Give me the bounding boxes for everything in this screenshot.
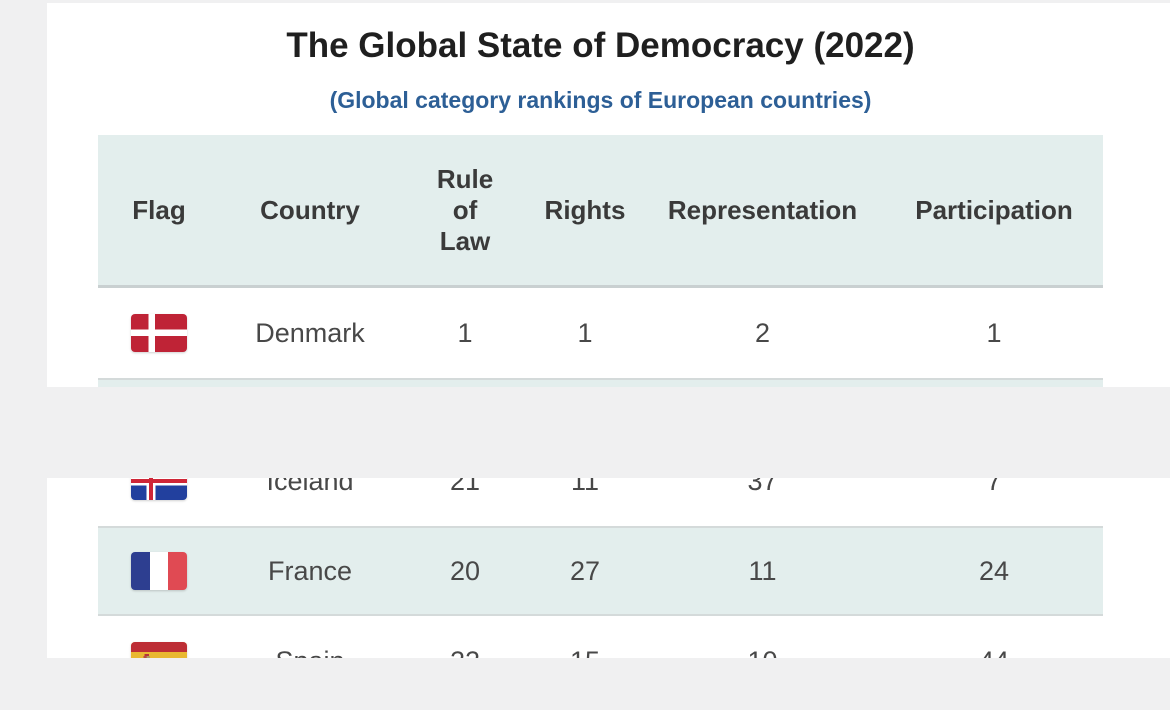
cropped-row-strip — [98, 380, 1103, 387]
rights-cell: 1 — [577, 317, 593, 348]
rights-cell: 15 — [530, 646, 640, 659]
column-header-rights: Rights — [544, 194, 626, 225]
participation-cell: 1 — [986, 317, 1002, 348]
row-divider — [98, 526, 1103, 528]
row-divider — [98, 614, 1103, 616]
row-divider — [98, 378, 1103, 380]
participation-cell: 7 — [986, 478, 1002, 496]
table-card-bottom: Iceland 21 11 37 7 — [47, 478, 1170, 658]
table-row-france: France 20 27 11 24 — [98, 528, 1103, 614]
france-flag-icon — [131, 552, 187, 590]
column-header-participation: Participation — [915, 194, 1073, 225]
rights-cell: 11 — [570, 478, 600, 496]
table-row-spain: Spain 22 15 10 44 — [98, 616, 1103, 658]
representation-cell: 2 — [754, 317, 771, 348]
representation-cell: 37 — [747, 478, 778, 496]
column-header-flag: Flag — [132, 194, 186, 225]
denmark-flag-icon — [131, 314, 187, 352]
flag-cell — [98, 478, 220, 500]
country-cell: Iceland — [266, 478, 354, 496]
table-row-denmark: Denmark 1 1 2 1 — [98, 288, 1103, 378]
rule-of-law-cell: 22 — [400, 646, 530, 659]
representation-cell: 10 — [640, 646, 885, 659]
column-header-rule-of-law: Rule of Law — [436, 163, 494, 256]
representation-cell: 11 — [748, 555, 777, 586]
rights-cell: 27 — [569, 555, 601, 586]
country-cell: France — [267, 555, 353, 586]
country-cell: Denmark — [255, 317, 365, 348]
page-subtitle: (Global category rankings of European co… — [329, 87, 872, 113]
iceland-flag-icon — [131, 478, 187, 500]
flag-cell — [98, 642, 220, 658]
flag-cell — [98, 552, 220, 590]
rule-of-law-cell: 1 — [457, 317, 473, 348]
table-row-iceland: Iceland 21 11 37 7 — [98, 478, 1103, 526]
rule-of-law-cell: 20 — [449, 555, 481, 586]
participation-cell: 44 — [885, 646, 1103, 659]
column-header-country: Country — [260, 194, 360, 225]
rule-of-law-cell: 21 — [449, 478, 481, 496]
column-header-representation: Representation — [667, 194, 858, 225]
spain-flag-icon — [131, 642, 187, 658]
country-cell: Spain — [220, 646, 400, 659]
table-header-row: Flag Country Rule of Law Rights Represen… — [98, 135, 1103, 288]
flag-cell — [98, 314, 220, 352]
page-title: The Global State of Democracy (2022) — [286, 26, 915, 65]
participation-cell: 24 — [978, 555, 1010, 586]
table-card-top: The Global State of Democracy (2022) (Gl… — [47, 3, 1170, 387]
